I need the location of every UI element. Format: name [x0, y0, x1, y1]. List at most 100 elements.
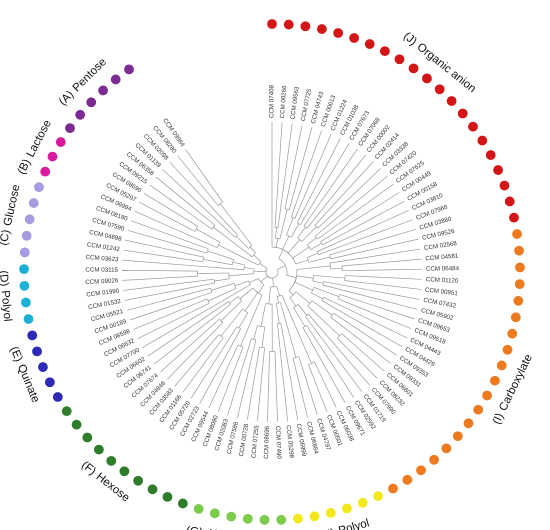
branch-line [284, 123, 293, 181]
branch-line [312, 280, 324, 284]
leaf-marker [463, 418, 474, 429]
leaf-marker [293, 513, 303, 524]
leaf-marker [510, 312, 521, 323]
branch-line [280, 322, 287, 356]
branch-line [389, 277, 422, 280]
branch-line [249, 246, 256, 254]
branch-line [329, 244, 366, 256]
branch-line [221, 328, 242, 363]
leaf-marker [38, 362, 48, 372]
group-letter: (B) [16, 157, 34, 176]
branch-line [208, 193, 219, 206]
branch-line [329, 259, 349, 264]
branch-line [295, 259, 309, 265]
branch-line [344, 183, 394, 220]
branch-line [342, 269, 375, 272]
leaf-marker [507, 328, 518, 339]
branch-line [313, 287, 340, 298]
group-name: Organic anion [415, 41, 478, 95]
branch-line [293, 307, 306, 327]
branch-line [366, 310, 412, 329]
branch-line [177, 222, 195, 232]
branch-line [251, 339, 257, 358]
branch-line [317, 219, 345, 240]
branch-line [155, 176, 200, 213]
branch-arc [285, 250, 295, 262]
branch-line [275, 227, 277, 239]
branch-line [337, 337, 348, 349]
branch-line [176, 257, 203, 263]
branch-line [300, 211, 309, 225]
leaf-label: CCM 06484 [426, 265, 460, 273]
branch-line [279, 209, 288, 239]
branch-line [288, 290, 294, 296]
branch-line [345, 275, 390, 279]
branch-line [220, 300, 243, 322]
branch-line [347, 348, 378, 379]
branch-line [197, 272, 229, 274]
leaf-label: CCM 08696 [263, 425, 271, 459]
branch-line [296, 275, 314, 279]
branch-line [303, 206, 318, 227]
branch-line [272, 277, 274, 287]
leaf-marker [44, 377, 55, 388]
branch-line [256, 347, 260, 365]
branch-line [365, 228, 416, 245]
branch-line [153, 317, 214, 365]
branch-line [232, 261, 245, 266]
branch-line [261, 326, 266, 348]
branch-line [314, 361, 325, 382]
branch-line [217, 376, 233, 413]
leaf-label: CCM 01242 [86, 241, 120, 253]
leaf-marker [110, 74, 121, 85]
branch-line [276, 286, 280, 296]
branch-line [361, 301, 415, 320]
branch-line [314, 188, 349, 226]
branch-line [307, 252, 318, 258]
leaf-marker [452, 431, 463, 442]
leaf-label: CCM 07408 [269, 84, 276, 118]
branch-line [196, 228, 221, 243]
branch-line [192, 265, 244, 271]
branch-line [334, 192, 400, 234]
branch-line [286, 355, 299, 420]
branch-line [257, 368, 263, 422]
branch-line [154, 291, 213, 313]
branch-line [306, 211, 321, 229]
leaf-marker [402, 474, 413, 485]
leaf-label: CCM 07255 [250, 424, 260, 458]
branch-line [295, 291, 311, 304]
branch-arc [288, 278, 297, 291]
branch-line [276, 296, 279, 304]
branch-line [320, 232, 335, 242]
branch-line [244, 292, 259, 312]
branch-line [323, 281, 395, 296]
leaf-marker [357, 497, 368, 508]
leaf-marker [513, 295, 524, 306]
leaf-marker [119, 466, 130, 477]
leaf-marker [283, 19, 294, 30]
branch-line [220, 308, 243, 337]
leaf-marker [496, 360, 507, 371]
leaf-marker [408, 63, 419, 74]
branch-line [214, 337, 224, 350]
branch-line [276, 303, 280, 324]
branch-line [276, 122, 283, 202]
branch-line [182, 348, 216, 393]
branch-line [333, 312, 375, 341]
leaf-marker [65, 123, 75, 134]
branch-line [318, 246, 341, 256]
branch-line [274, 351, 277, 389]
leaf-marker [259, 514, 270, 525]
group-label: (C)Glucose [0, 183, 23, 246]
branch-line [123, 249, 177, 259]
leaf-marker [422, 73, 432, 84]
branch-line [357, 200, 405, 227]
leaf-label: CCM 01120 [426, 276, 459, 285]
branch-line [307, 143, 350, 213]
branch-line [262, 347, 265, 369]
leaf-marker [514, 279, 525, 290]
leaf-marker [473, 404, 484, 415]
branch-line [297, 226, 306, 239]
branch-line [367, 258, 422, 265]
